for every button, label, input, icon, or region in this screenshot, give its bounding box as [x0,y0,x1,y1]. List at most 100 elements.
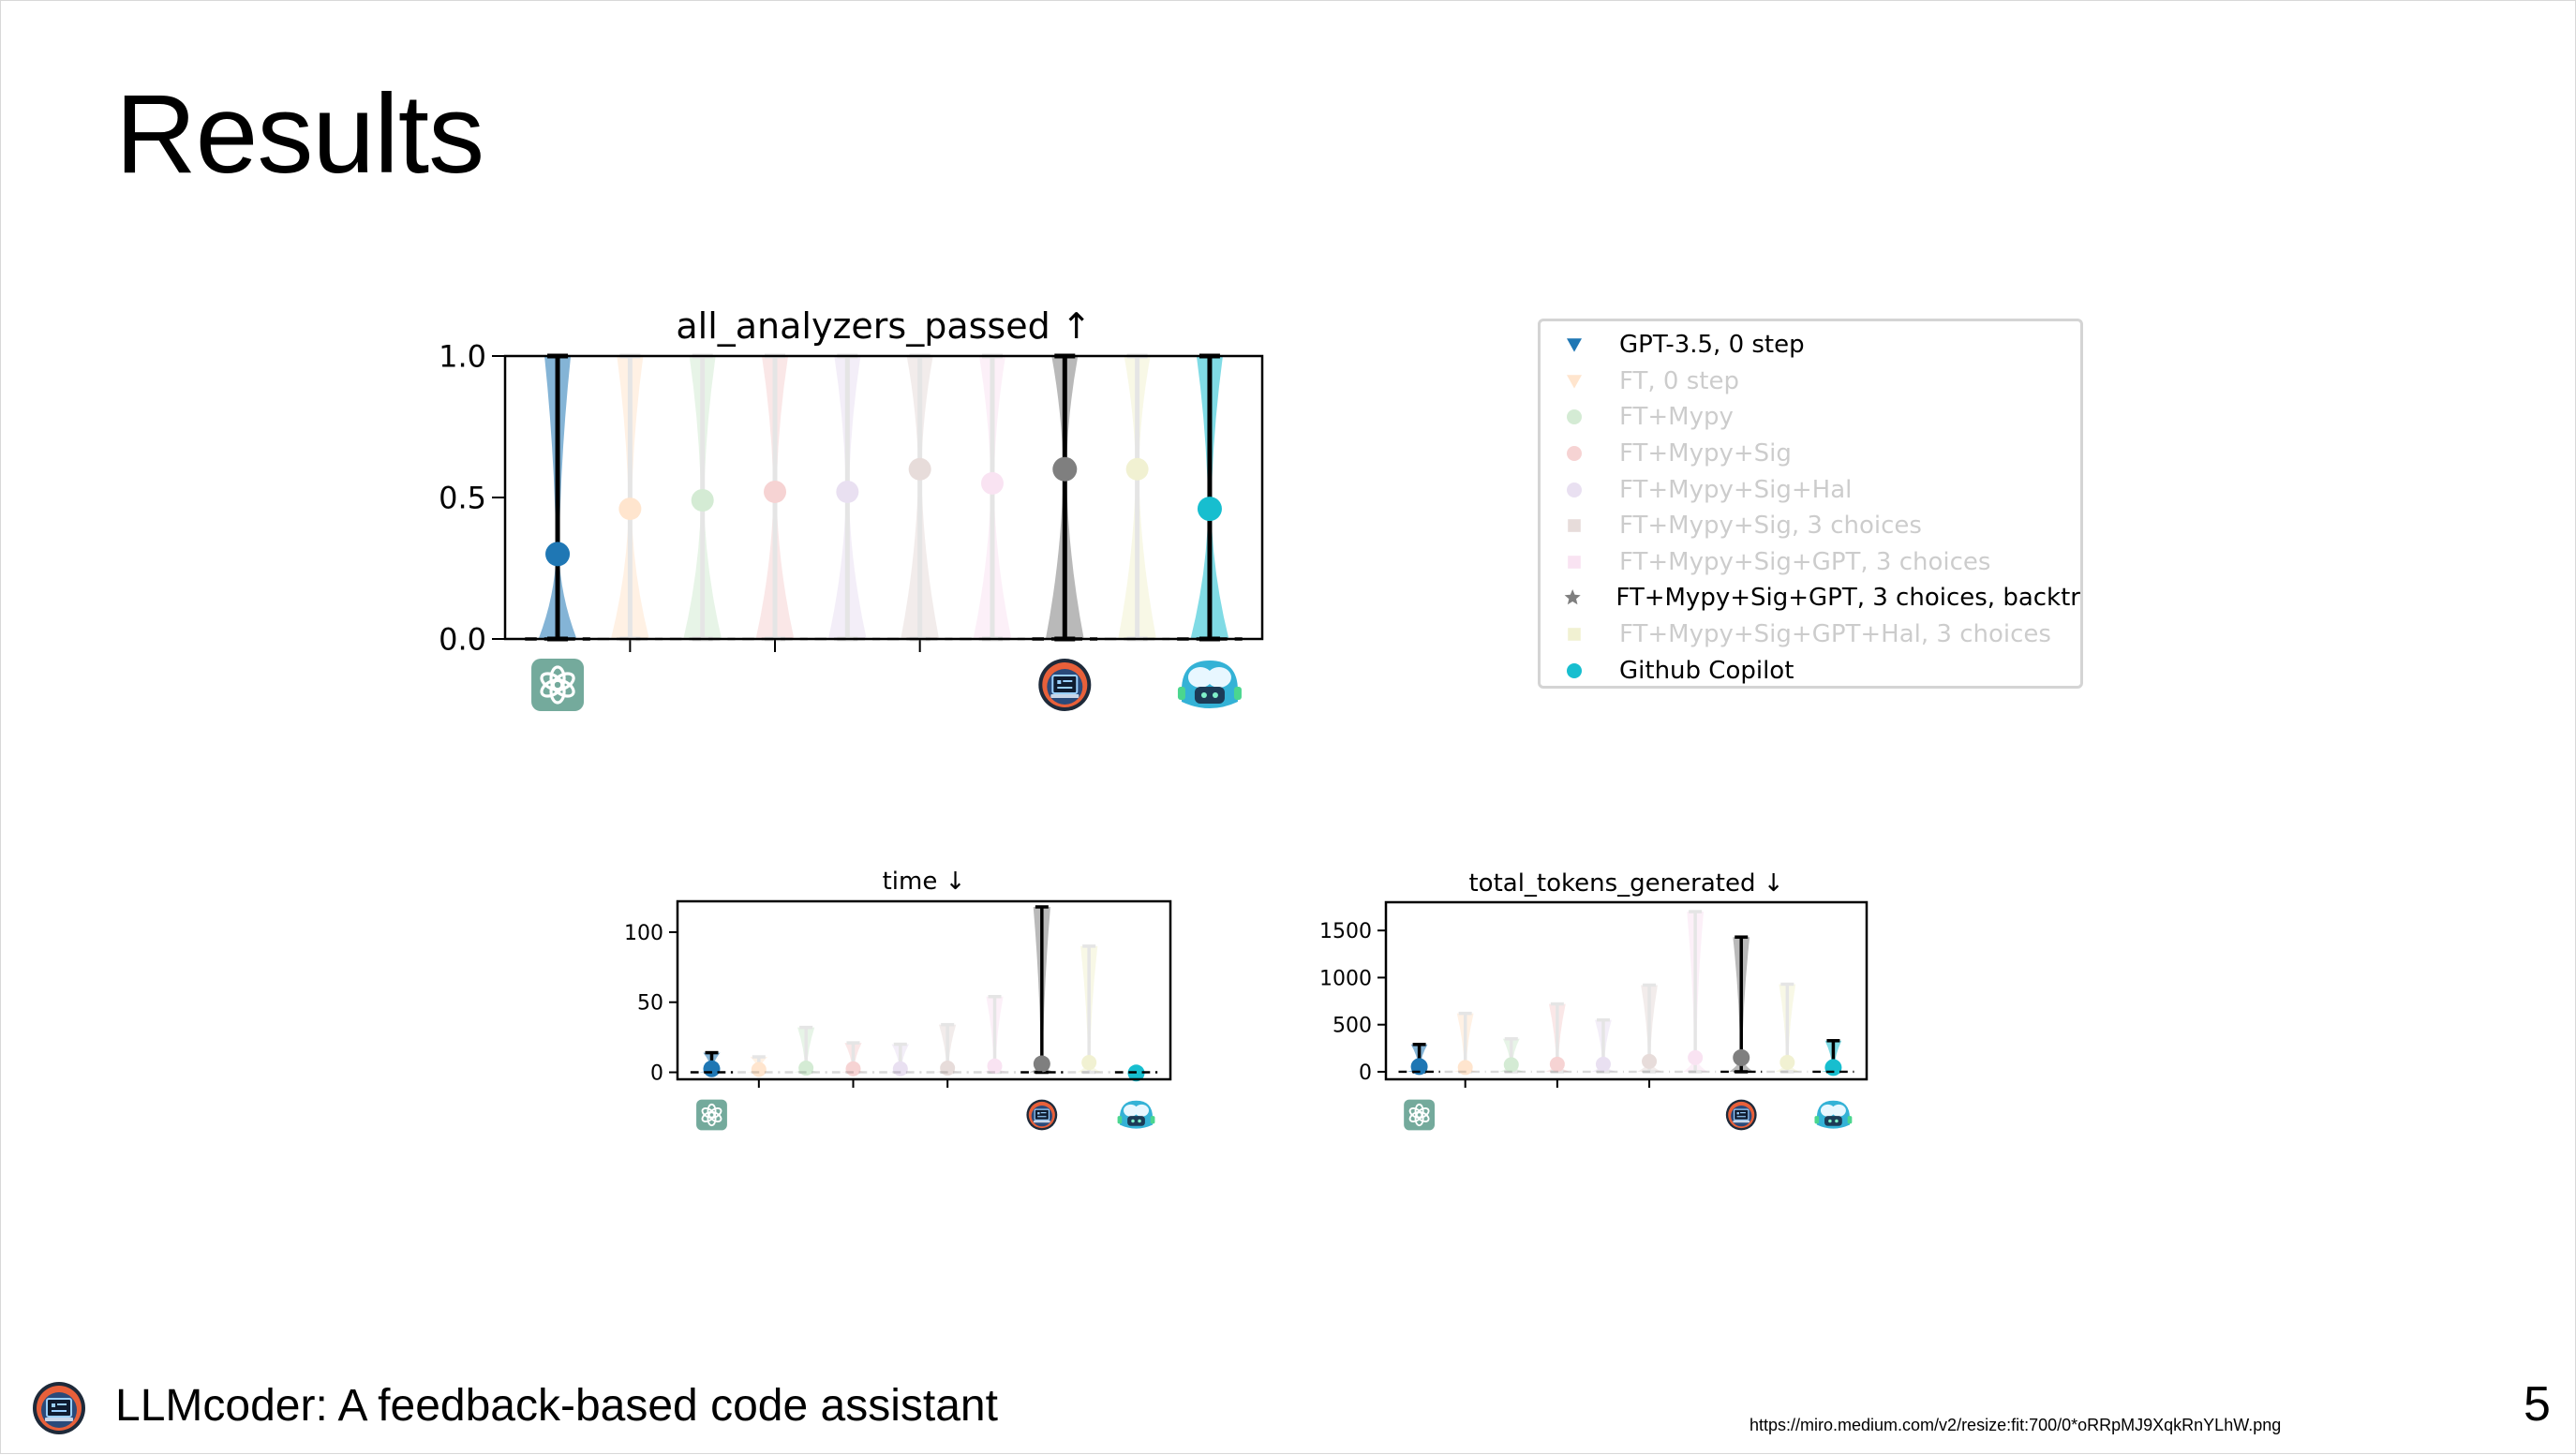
legend-marker-icon [1568,556,1581,569]
legend-marker-shape [1567,409,1582,425]
legend-item: FT+Mypy+Sig, 3 choices [1557,508,2080,544]
violin-7 [1045,353,1084,642]
legend-label: FT+Mypy+Sig+Hal [1619,475,1853,504]
mean-point [751,1062,767,1077]
violin-4 [1590,1017,1616,1074]
mean-point [1824,1059,1842,1076]
y-tick-label: 1000 [1319,967,1372,990]
violin-8 [1076,944,1102,1075]
legend-item: FT+Mypy+Sig+GPT, 3 choices, backtr [1557,580,2080,616]
violin-3 [755,353,795,642]
violin-9 [1190,353,1229,642]
legend-marker-shape [1567,662,1582,678]
violin-7 [1729,935,1754,1074]
violin-2 [793,1025,819,1076]
page-number: 5 [2524,1377,2551,1432]
legend-marker-icon [1567,662,1582,678]
legend-marker-shape [1568,519,1581,533]
mean-point [1125,457,1149,481]
mean-point [1549,1056,1565,1072]
violin-4 [887,1042,914,1076]
violin-6 [982,994,1007,1075]
violin-body [746,1057,772,1073]
y-tick-label: 0.0 [439,622,486,658]
legend-item: FT+Mypy+Sig+Hal [1557,471,2080,508]
source-url: https://miro.medium.com/v2/resize:fit:70… [1750,1416,2282,1434]
mean-point [798,1061,814,1076]
violin-body [1498,1038,1524,1072]
violin-5 [934,1022,960,1076]
violin-body [827,356,867,639]
legend-item: Github Copilot [1557,652,2080,689]
copilot-logo-icon [1814,1100,1853,1129]
y-tick-label: 1.0 [439,339,486,375]
plot-frame [503,354,1264,641]
violin-1 [746,1055,772,1077]
violin-body [982,996,1007,1073]
legend-marker-icon [1568,628,1581,641]
violin-body [1544,1003,1570,1072]
legend-item: FT+Mypy [1557,399,2080,436]
chart-0: all_analyzers_passed ↑ 0.0 0.5 1.0 [439,305,1264,713]
violin-6 [973,353,1012,642]
slide-title: Results [115,71,484,197]
violin-8 [1775,982,1800,1074]
mean-point [691,489,714,512]
mean-point [1033,1055,1050,1073]
legend-label: GPT-3.5, 0 step [1619,331,1805,360]
chart-title: all_analyzers_passed ↑ [676,305,1091,347]
legend-marker-icon [1567,482,1582,497]
violin-4 [827,353,867,642]
violin-3 [841,1041,866,1076]
y-tick-label: 0 [1359,1062,1372,1085]
violin-body [1637,985,1662,1072]
violin-body [683,356,722,639]
legend-item: FT+Mypy+Sig+GPT+Hal, 3 choices [1557,616,2080,653]
mean-point [980,471,1004,495]
mean-point [618,497,642,521]
legend-item: GPT-3.5, 0 step [1557,327,2080,364]
copilot-logo-icon [1177,661,1242,708]
mean-point [987,1058,1003,1074]
legend-item: FT, 0 step [1557,364,2080,400]
violin-body [755,356,795,639]
legend-marker-icon [1568,519,1581,533]
violin-body [1076,945,1102,1073]
mean-point [1642,1053,1658,1069]
violin-0 [538,353,577,642]
legend-marker-shape [1567,482,1582,497]
chart-2: total_tokens_generated ↓ 0 500 1000 1500 [1319,869,1869,1132]
legend-marker-icon [1567,338,1582,352]
violin-body [934,1024,960,1073]
mean-point [1052,456,1078,482]
mean-point [1457,1060,1473,1076]
mean-point [545,542,571,567]
violin-7 [1029,905,1055,1075]
legend-item: FT+Mypy+Sig [1557,436,2080,472]
legend-marker-icon [1567,409,1582,425]
y-tick-label: 100 [624,922,663,945]
violin-0 [1407,1043,1432,1076]
mean-point [1779,1054,1795,1070]
legend-marker-shape [1567,375,1582,389]
legend-label: Github Copilot [1619,656,1794,685]
mean-point [892,1061,908,1076]
mean-point [1733,1048,1750,1066]
mean-point [1197,497,1222,522]
violin-1 [1452,1011,1478,1076]
violin-2 [1498,1037,1524,1074]
y-tick-label: 0 [650,1062,663,1085]
violin-0 [699,1050,724,1077]
legend-marker-shape [1568,628,1581,641]
violin-body [973,356,1012,639]
mean-point [703,1060,721,1077]
violin-2 [683,353,722,642]
legend-marker-icon [1564,589,1581,605]
mean-point [1595,1056,1611,1072]
mean-point [764,480,787,503]
legend-item: FT+Mypy+Sig+GPT, 3 choices [1557,544,2080,581]
legend-label: FT+Mypy+Sig+GPT, 3 choices, backtr [1616,584,2080,613]
legend-label: FT+Mypy [1619,403,1734,432]
